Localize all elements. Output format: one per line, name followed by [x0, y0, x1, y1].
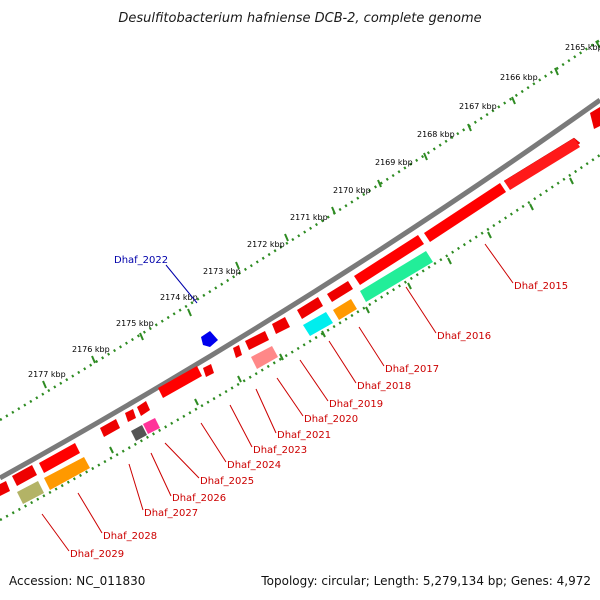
leader-lines	[41, 243, 514, 552]
outer-scale-ticks	[42, 40, 600, 389]
gene-block	[233, 345, 242, 358]
leader-dhaf-2026	[150, 452, 172, 497]
gene-block	[424, 183, 506, 242]
gene-label-dhaf-2021: Dhaf_2021	[277, 430, 331, 441]
scale-label: 2174 kbp	[160, 293, 198, 302]
gene-label-dhaf-2020: Dhaf_2020	[304, 414, 358, 425]
scale-labels: 2165 kbp 2166 kbp 2167 kbp 2168 kbp 2169…	[28, 43, 600, 379]
leader-dhaf-2025	[164, 442, 200, 479]
gene-block	[125, 409, 136, 422]
leader-dhaf-2024	[200, 422, 227, 463]
gene-label-dhaf-2024: Dhaf_2024	[227, 460, 281, 471]
gene-block	[354, 235, 424, 285]
gene-block	[0, 481, 10, 496]
scale-label: 2167 kbp	[459, 102, 497, 111]
gene-block	[137, 401, 150, 416]
scale-label: 2165 kbp	[565, 43, 600, 52]
leader-dhaf-2019	[299, 359, 329, 402]
outer-scale-track	[0, 38, 600, 422]
gene-block	[245, 331, 269, 350]
gene-block	[504, 138, 580, 190]
gene-label-dhaf-2026: Dhaf_2026	[172, 493, 226, 504]
gene-feature-dhaf-2025	[143, 418, 160, 434]
scale-label: 2172 kbp	[247, 240, 285, 249]
gene-label-dhaf-2023: Dhaf_2023	[253, 445, 307, 456]
leader-dhaf-2027	[128, 463, 144, 511]
leader-dhaf-2016	[405, 286, 437, 334]
leader-dhaf-2020	[276, 377, 304, 417]
scale-label: 2177 kbp	[28, 370, 66, 379]
accession-text: Accession: NC_011830	[9, 574, 146, 588]
gene-feature-dhaf-2015	[360, 251, 433, 302]
genome-summary-text: Topology: circular; Length: 5,279,134 bp…	[261, 574, 591, 588]
genome-backbone	[0, 97, 600, 481]
gene-label-dhaf-2025: Dhaf_2025	[200, 476, 254, 487]
scale-label: 2168 kbp	[417, 130, 455, 139]
gene-block	[12, 465, 37, 486]
leader-dhaf-2021	[255, 388, 277, 434]
gene-label-dhaf-2016: Dhaf_2016	[437, 331, 491, 342]
gene-block	[272, 317, 290, 334]
scale-label: 2166 kbp	[500, 73, 538, 82]
leader-dhaf-2017	[358, 326, 385, 367]
gene-label-dhaf-2029: Dhaf_2029	[70, 549, 124, 560]
gene-block	[158, 366, 202, 398]
scale-label: 2176 kbp	[72, 345, 110, 354]
colored-genes	[17, 251, 433, 504]
gene-labels: Dhaf_2015 Dhaf_2016 Dhaf_2017 Dhaf_2018 …	[70, 255, 568, 560]
gene-feature-dhaf-2029	[17, 481, 44, 504]
leader-dhaf-2028	[77, 492, 103, 534]
gene-label-dhaf-2022: Dhaf_2022	[114, 255, 168, 266]
backbone-genes	[0, 107, 600, 496]
gene-block	[39, 443, 80, 473]
gene-label-dhaf-2015: Dhaf_2015	[514, 281, 568, 292]
scale-label: 2173 kbp	[203, 267, 241, 276]
gene-label-dhaf-2019: Dhaf_2019	[329, 399, 383, 410]
gene-block	[327, 281, 353, 302]
gene-label-dhaf-2027: Dhaf_2027	[144, 508, 198, 519]
gene-block	[590, 107, 600, 129]
leader-dhaf-2018	[328, 340, 357, 384]
gene-feature-dhaf-2022	[201, 331, 218, 347]
gene-feature-dhaf-2026	[131, 425, 147, 441]
scale-label: 2171 kbp	[290, 213, 328, 222]
gene-feature-dhaf-2018	[251, 346, 278, 369]
gene-label-dhaf-2018: Dhaf_2018	[357, 381, 411, 392]
inner-scale-track	[0, 153, 600, 522]
gene-feature-dhaf-2028	[44, 457, 90, 490]
leader-dhaf-2023	[229, 404, 253, 448]
map-title: Desulfitobacterium hafniense DCB-2, comp…	[118, 11, 481, 26]
gene-block	[203, 364, 214, 377]
scale-label: 2170 kbp	[333, 186, 371, 195]
scale-label: 2175 kbp	[116, 319, 154, 328]
leader-dhaf-2015	[484, 243, 514, 284]
gene-feature-dhaf-2017	[303, 312, 333, 336]
gene-feature-dhaf-2016	[333, 299, 357, 320]
gene-block	[100, 419, 120, 437]
gene-block	[297, 297, 323, 319]
scale-label: 2169 kbp	[375, 158, 413, 167]
leader-dhaf-2022	[165, 264, 198, 304]
gene-label-dhaf-2028: Dhaf_2028	[103, 531, 157, 542]
leader-dhaf-2029	[41, 513, 70, 552]
gene-label-dhaf-2017: Dhaf_2017	[385, 364, 439, 375]
